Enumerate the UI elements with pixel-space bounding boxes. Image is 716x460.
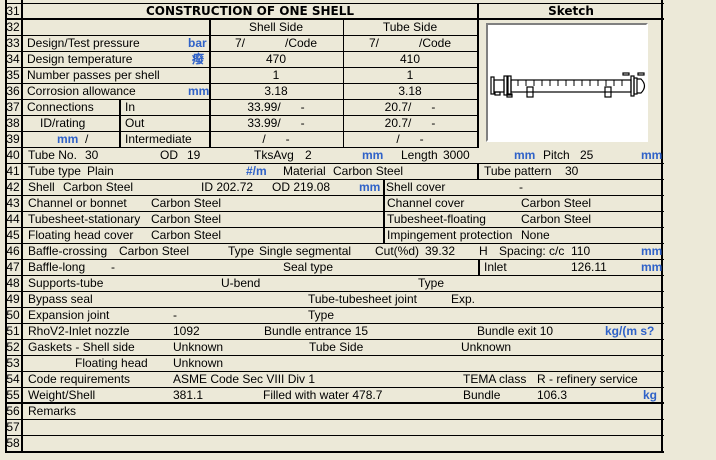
shell-od-field[interactable]: OD 219.08 <box>272 180 331 194</box>
row-56: 56 Remarks <box>5 404 664 420</box>
baffle-type-field[interactable]: Single segmental <box>259 244 352 258</box>
row-54: 54 Code requirements ASME Code Sec VIII D… <box>5 372 664 388</box>
tube-temperature-field[interactable]: 410 <box>399 52 421 66</box>
row-43: 43 Channel or bonnet Carbon Steel Channel… <box>5 196 664 212</box>
row-38: 38 ID/rating Out 33.99/ - 20.7/ - <box>5 116 479 132</box>
shell-intermediate-field[interactable]: / - <box>262 132 290 146</box>
gasket-tube-field[interactable]: Unknown <box>461 340 512 354</box>
row-45: 45 Floating head cover Carbon Steel Impin… <box>5 228 664 244</box>
unit-mm: mm <box>188 84 210 98</box>
row-55: 55 Weight/Shell 381.1 Filled with water 4… <box>5 388 664 404</box>
exchanger-sketch-image <box>486 23 648 142</box>
row-41: 41 Tube type Plain #/m Material Carbon Ste… <box>5 164 664 180</box>
unit-kg: kg <box>643 388 658 402</box>
tube-no-field[interactable]: 30 <box>85 148 99 162</box>
shell-cover-field[interactable]: - <box>519 180 523 194</box>
tubesheet-floating-field[interactable]: Carbon Steel <box>521 212 592 226</box>
shell-passes-field[interactable]: 1 <box>272 68 280 82</box>
shell-id-field[interactable]: ID 202.72 <box>201 180 254 194</box>
unit-mm: mm <box>641 260 663 274</box>
tube-in-field[interactable]: 20.7/ - <box>384 100 436 114</box>
baffle-cut-field[interactable]: 39.32 <box>425 244 456 258</box>
baffle-material-field[interactable]: Carbon Steel <box>119 244 190 258</box>
shell-pressure-field[interactable]: 7/ /Code <box>234 36 318 50</box>
tube-od-field[interactable]: 19 <box>187 148 201 162</box>
row-35: 35 Number passes per shell 1 1 <box>5 68 479 84</box>
tube-type-field[interactable]: Plain <box>87 164 114 178</box>
row-37: 37 Connections In 33.99/ - 20.7/ - <box>5 100 479 116</box>
row-44: 44 Tubesheet-stationary Carbon Steel Tube… <box>5 212 664 228</box>
tube-side-header: Tube Side <box>382 20 438 34</box>
row-48: 48 Supports-tube U-bend Type <box>5 276 664 292</box>
unit-mm: mm <box>641 244 663 258</box>
gasket-floating-head-field[interactable]: Unknown <box>173 356 224 370</box>
unit-mm: mm <box>362 148 384 162</box>
unit-mass-flux: kg/(m s? <box>605 324 655 338</box>
channel-cover-field[interactable]: Carbon Steel <box>521 196 592 210</box>
unit-mm: mm <box>514 148 536 162</box>
row-53: 53 Floating head Unknown <box>5 356 664 372</box>
unit-bar: bar <box>188 36 207 50</box>
unit-mm: mm <box>57 132 79 146</box>
tube-joint-field[interactable]: Exp. <box>451 292 476 306</box>
expansion-joint-field[interactable]: - <box>173 308 177 322</box>
unit-temperature: 癈 <box>192 52 205 66</box>
baffle-long-field[interactable]: - <box>111 260 115 274</box>
row-32: 32 Shell Side Tube Side <box>5 20 479 36</box>
gasket-shell-field[interactable]: Unknown <box>173 340 224 354</box>
unit-per-meter: #/m <box>246 164 267 178</box>
shell-temperature-field[interactable]: 470 <box>265 52 287 66</box>
row-36: 36 Corrosion allowance mm 3.18 3.18 <box>5 84 479 100</box>
tube-length-field[interactable]: 3000 <box>443 148 470 162</box>
row-39: 39 mm / Intermediate / - / - <box>5 132 479 148</box>
unit-separator: / <box>85 132 89 146</box>
shell-in-field[interactable]: 33.99/ - <box>247 100 305 114</box>
code-field[interactable]: ASME Code Sec VIII Div 1 <box>173 372 316 386</box>
tema-class-field[interactable]: R - refinery service <box>537 372 638 386</box>
shell-corrosion-field[interactable]: 3.18 <box>264 84 288 98</box>
inlet-field[interactable]: 126.11 <box>571 260 607 274</box>
row-42: 42 Shell Carbon Steel ID 202.72 OD 219.08 … <box>5 180 664 196</box>
row-57[interactable]: 57 <box>5 420 664 436</box>
shell-material-field[interactable]: Carbon Steel <box>63 180 134 194</box>
tube-intermediate-field[interactable]: / - <box>396 132 424 146</box>
tube-pitch-field[interactable]: 25 <box>580 148 594 162</box>
tube-out-field[interactable]: 20.7/ - <box>384 116 436 130</box>
tube-pressure-field[interactable]: 7/ /Code <box>368 36 452 50</box>
tube-tks-field[interactable]: 2 <box>305 148 312 162</box>
row-49: 49 Bypass seal Tube-tubesheet joint Exp. <box>5 292 664 308</box>
row-34: 34 Design temperature 癈 470 410 <box>5 52 479 68</box>
row-33: 33 Design/Test pressure bar 7/ /Code 7/ /… <box>5 36 479 52</box>
floating-head-cover-field[interactable]: Carbon Steel <box>151 228 222 242</box>
tube-material-field[interactable]: Carbon Steel <box>333 164 404 178</box>
section-title: CONSTRUCTION OF ONE SHELL <box>145 4 355 18</box>
tube-passes-field[interactable]: 1 <box>406 68 414 82</box>
rhov2-field[interactable]: 1092 <box>173 324 200 338</box>
row-46: 46 Baffle-crossing Carbon Steel Type Singl… <box>5 244 664 260</box>
unit-mm: mm <box>641 148 663 162</box>
channel-material-field[interactable]: Carbon Steel <box>151 196 222 210</box>
sketch-label: Sketch <box>548 4 594 18</box>
sketch-panel <box>477 20 663 148</box>
shell-side-header: Shell Side <box>248 20 304 34</box>
heat-exchanger-drawing <box>490 72 646 98</box>
row-40: 40 Tube No. 30 OD 19 TksAvg 2 mm Length 3000… <box>5 148 664 164</box>
tube-corrosion-field[interactable]: 3.18 <box>398 84 422 98</box>
row-50: 50 Expansion joint - Type <box>5 308 664 324</box>
tubesheet-stationary-field[interactable]: Carbon Steel <box>151 212 222 226</box>
row-47: 47 Baffle-long - Seal type Inlet 126.11 mm <box>5 260 664 276</box>
row-30-clipped <box>5 0 664 4</box>
row-51: 51 RhoV2-Inlet nozzle 1092 Bundle entranc… <box>5 324 664 340</box>
unit-mm: mm <box>359 180 381 194</box>
tube-pattern-field[interactable]: 30 <box>565 164 579 178</box>
row-58[interactable]: 58 <box>5 436 664 453</box>
row-52: 52 Gaskets - Shell side Unknown Tube Side… <box>5 340 664 356</box>
row-31: 31 CONSTRUCTION OF ONE SHELL Sketch <box>5 4 664 20</box>
shell-out-field[interactable]: 33.99/ - <box>247 116 305 130</box>
baffle-spacing-field[interactable]: 110 <box>571 244 591 258</box>
impingement-field[interactable]: None <box>521 228 550 242</box>
